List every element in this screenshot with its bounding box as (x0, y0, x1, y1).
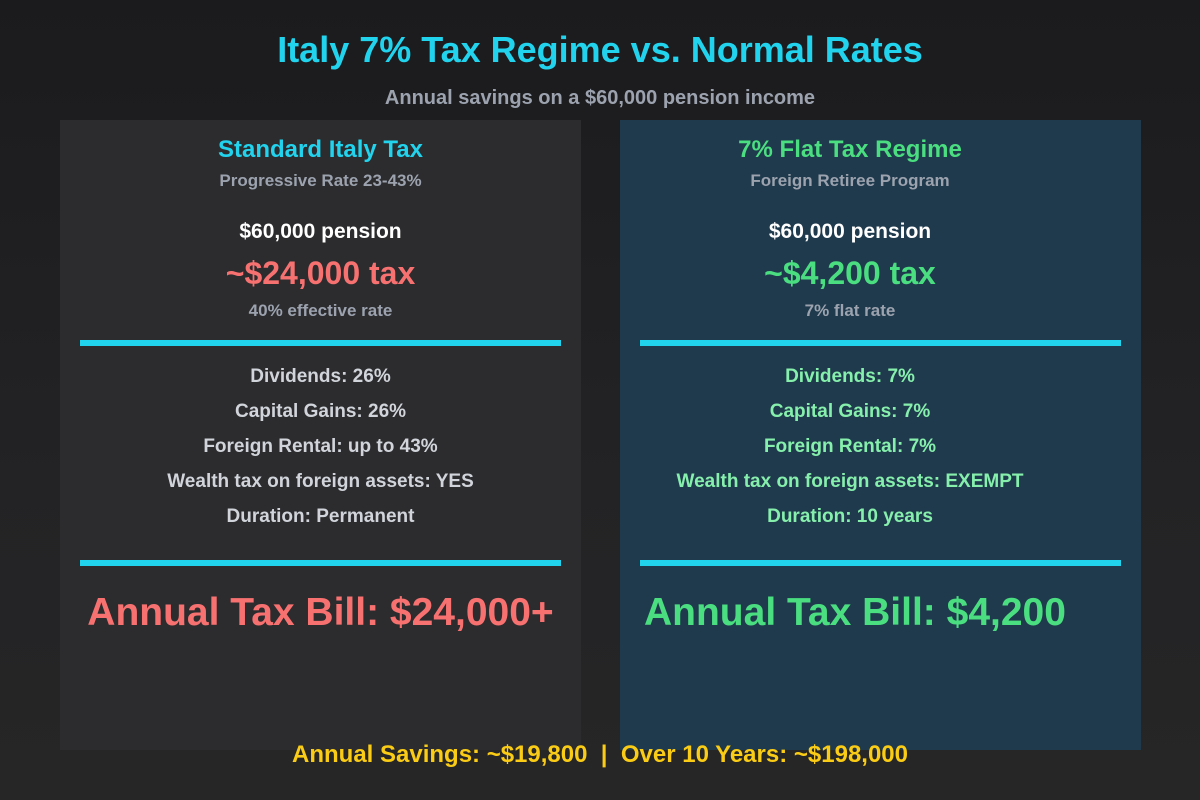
divider (80, 340, 561, 346)
page-title: Italy 7% Tax Regime vs. Normal Rates (277, 29, 923, 70)
rate-note: 40% effective rate (248, 301, 393, 320)
tax-amount: ~$24,000 tax (225, 255, 416, 291)
flat-tax-panel: 7% Flat Tax Regime Foreign Retiree Progr… (620, 120, 1141, 750)
pension-amount: $60,000 pension (768, 220, 932, 243)
detail-dividends: Dividends: 26% (250, 366, 391, 387)
detail-duration: Duration: 10 years (767, 506, 933, 527)
panel-title: Standard Italy Tax (218, 136, 423, 163)
panel-subtitle: Progressive Rate 23-43% (219, 171, 422, 190)
detail-capital-gains: Capital Gains: 26% (234, 401, 407, 422)
detail-foreign-rental: Foreign Rental: 7% (763, 436, 937, 457)
detail-capital-gains: Capital Gains: 7% (769, 401, 931, 422)
detail-wealth-tax: Wealth tax on foreign assets: EXEMPT (676, 471, 1024, 492)
savings-summary: Annual Savings: ~$19,800 | Over 10 Years… (292, 741, 908, 768)
divider (640, 560, 1121, 566)
pension-amount: $60,000 pension (239, 220, 402, 243)
divider (80, 560, 561, 566)
annual-tax-bill: Annual Tax Bill: $24,000+ (87, 591, 554, 634)
standard-tax-panel: Standard Italy Tax Progressive Rate 23-4… (60, 120, 581, 750)
tax-amount: ~$4,200 tax (764, 255, 936, 291)
detail-wealth-tax: Wealth tax on foreign assets: YES (167, 471, 474, 492)
rate-note: 7% flat rate (804, 301, 896, 320)
detail-foreign-rental: Foreign Rental: up to 43% (203, 436, 438, 457)
panel-subtitle: Foreign Retiree Program (750, 171, 950, 190)
detail-duration: Duration: Permanent (226, 506, 415, 527)
panel-title: 7% Flat Tax Regime (738, 136, 962, 163)
detail-dividends: Dividends: 7% (785, 366, 915, 387)
divider (640, 340, 1121, 346)
annual-tax-bill: Annual Tax Bill: $4,200 (644, 591, 1066, 634)
page-subtitle: Annual savings on a $60,000 pension inco… (384, 87, 816, 109)
